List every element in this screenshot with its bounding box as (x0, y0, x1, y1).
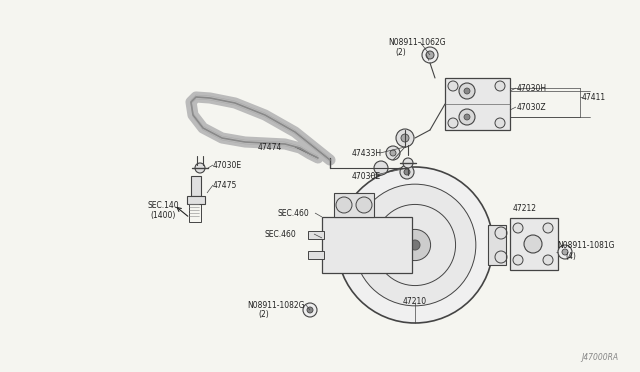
Text: 47030Z: 47030Z (517, 103, 547, 112)
Circle shape (495, 118, 505, 128)
Bar (488, 225, 506, 265)
Bar (445, 78, 510, 130)
Circle shape (448, 81, 458, 91)
Bar (334, 193, 374, 217)
Bar (189, 204, 201, 222)
Circle shape (336, 197, 352, 213)
Circle shape (543, 255, 553, 265)
Circle shape (401, 134, 409, 142)
Circle shape (558, 245, 572, 259)
Text: (4): (4) (565, 251, 576, 260)
Circle shape (513, 255, 523, 265)
Text: 47210: 47210 (403, 298, 427, 307)
Circle shape (303, 303, 317, 317)
Text: 47474: 47474 (258, 142, 282, 151)
Circle shape (495, 81, 505, 91)
Circle shape (459, 109, 475, 125)
Circle shape (399, 230, 431, 261)
Bar (191, 176, 201, 196)
Circle shape (337, 167, 493, 323)
Circle shape (464, 88, 470, 94)
Circle shape (524, 235, 542, 253)
Circle shape (513, 223, 523, 233)
Text: 47433H: 47433H (352, 148, 382, 157)
Bar (322, 217, 412, 273)
Text: SEC.140: SEC.140 (148, 201, 180, 209)
Text: SEC.460: SEC.460 (278, 208, 310, 218)
Circle shape (422, 47, 438, 63)
Text: (2): (2) (258, 311, 269, 320)
Text: 47475: 47475 (213, 180, 237, 189)
Bar (308, 251, 324, 259)
Text: SEC.460: SEC.460 (265, 230, 297, 238)
Circle shape (464, 114, 470, 120)
Circle shape (410, 240, 420, 250)
Text: (1400): (1400) (150, 211, 175, 219)
Circle shape (396, 129, 414, 147)
Circle shape (195, 163, 205, 173)
Circle shape (400, 165, 414, 179)
Bar (510, 218, 558, 270)
Text: 47030E: 47030E (213, 160, 242, 170)
Text: 47030E: 47030E (352, 171, 381, 180)
Text: 47212: 47212 (513, 203, 537, 212)
Circle shape (404, 169, 410, 175)
Bar (308, 231, 324, 239)
Circle shape (354, 184, 476, 306)
Circle shape (386, 146, 400, 160)
Circle shape (459, 83, 475, 99)
Text: 47411: 47411 (582, 93, 606, 102)
Circle shape (356, 197, 372, 213)
Bar (187, 196, 205, 204)
Circle shape (307, 307, 313, 313)
Text: 47030H: 47030H (517, 83, 547, 93)
Circle shape (543, 223, 553, 233)
Circle shape (403, 158, 413, 168)
Circle shape (448, 118, 458, 128)
Circle shape (426, 51, 434, 59)
Circle shape (562, 249, 568, 255)
Text: J47000RA: J47000RA (581, 353, 618, 362)
Text: N08911-1062G: N08911-1062G (388, 38, 445, 46)
Text: N08911-1081G: N08911-1081G (557, 241, 614, 250)
Circle shape (390, 150, 396, 156)
Text: N08911-1082G: N08911-1082G (247, 301, 305, 310)
Circle shape (374, 161, 388, 175)
Text: (2): (2) (395, 48, 406, 57)
